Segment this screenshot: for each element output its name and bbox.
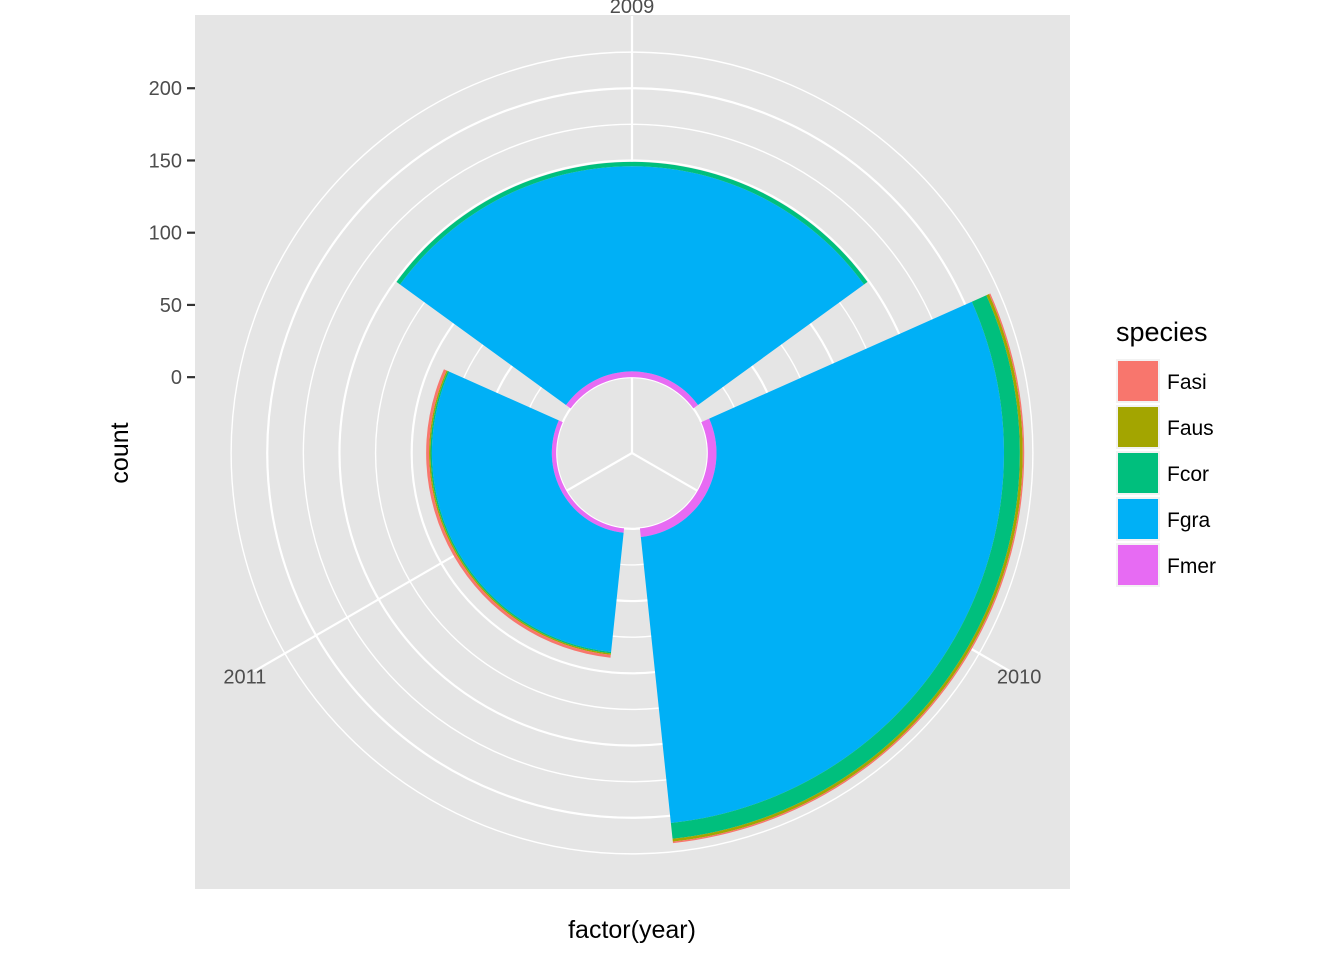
- category-label-2009: 2009: [610, 0, 655, 18]
- y-tick-label: 50: [160, 295, 182, 317]
- category-label-2011: 2011: [223, 667, 266, 689]
- y-tick-label: 150: [149, 150, 182, 172]
- legend-label-faus: Faus: [1167, 417, 1214, 440]
- legend-label-fmer: Fmer: [1167, 555, 1216, 578]
- y-tick-label: 100: [149, 223, 182, 245]
- bar-fmer-2009: [565, 371, 699, 409]
- grid-spoke: [252, 452, 633, 673]
- legend: species Fasi Faus Fcor Fgra Fmer: [1116, 317, 1216, 587]
- legend-label-fgra: Fgra: [1167, 509, 1211, 532]
- bars: [396, 161, 1025, 844]
- bar-fgra-2010: [640, 301, 1004, 823]
- legend-swatch-fasi: [1118, 361, 1158, 401]
- y-axis: 0 50 100 150 200: [149, 78, 195, 389]
- bar-fmer-2010: [639, 418, 717, 538]
- legend-swatch-fcor: [1118, 453, 1158, 493]
- x-axis-title: factor(year): [568, 916, 696, 944]
- bar-fmer-2011: [551, 420, 625, 533]
- y-axis-title: count: [106, 422, 134, 483]
- legend-swatch-fmer: [1118, 545, 1158, 585]
- category-labels: 2009 2010 2011: [223, 0, 1041, 689]
- y-tick-label: 200: [149, 78, 182, 100]
- legend-label-fcor: Fcor: [1167, 463, 1209, 486]
- bar-fgra-2009: [400, 166, 864, 406]
- bar-fgra-2011: [431, 371, 624, 652]
- legend-swatch-faus: [1118, 407, 1158, 447]
- y-tick-label: 0: [171, 367, 182, 389]
- legend-label-fasi: Fasi: [1167, 371, 1207, 394]
- legend-swatch-fgra: [1118, 499, 1158, 539]
- category-label-2010: 2010: [997, 667, 1042, 689]
- legend-title: species: [1116, 317, 1208, 347]
